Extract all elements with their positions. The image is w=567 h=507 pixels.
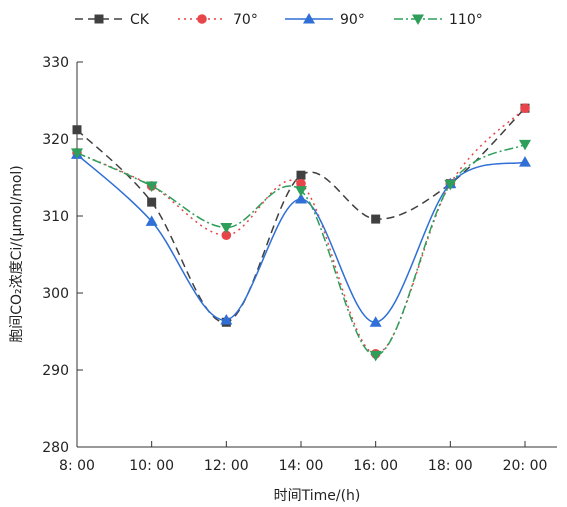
legend-item-70: 70° bbox=[178, 12, 258, 28]
y-tick-label: 280 bbox=[42, 440, 69, 456]
data-point-ck bbox=[72, 125, 82, 135]
x-axis-title: 时间Time/(h) bbox=[274, 488, 361, 504]
series-layer bbox=[71, 103, 531, 362]
legend-item-ck: CK bbox=[75, 12, 150, 28]
legend-label-ck: CK bbox=[130, 12, 150, 28]
x-tick-label: 20: 00 bbox=[503, 458, 548, 474]
series-110 bbox=[71, 139, 531, 362]
y-tick-label: 330 bbox=[42, 55, 69, 71]
series-90 bbox=[71, 148, 531, 327]
data-point-110 bbox=[444, 179, 457, 191]
legend-label-70: 70° bbox=[233, 12, 258, 28]
data-point-ck bbox=[296, 170, 306, 180]
series-line-110 bbox=[76, 143, 526, 357]
x-tick-label: 18: 00 bbox=[428, 458, 473, 474]
data-point-90 bbox=[295, 193, 307, 204]
y-axis-title: 胞间CO₂浓度Ci/(μmol/mol) bbox=[9, 165, 25, 343]
y-ticks: 280 290 300 310 320 330 bbox=[42, 55, 83, 456]
x-tick-label: 14: 00 bbox=[279, 458, 324, 474]
series-line-ck bbox=[76, 107, 526, 324]
legend-marker-70 bbox=[197, 14, 207, 24]
data-point-70 bbox=[520, 103, 530, 113]
data-point-90 bbox=[369, 316, 382, 327]
legend: CK 70° 90° 110° bbox=[75, 12, 483, 28]
y-tick-label: 300 bbox=[42, 286, 69, 302]
y-tick-label: 320 bbox=[42, 132, 69, 148]
legend-marker-ck bbox=[94, 14, 104, 24]
legend-label-90: 90° bbox=[340, 12, 365, 28]
data-point-110 bbox=[295, 186, 307, 197]
data-point-70 bbox=[296, 178, 306, 189]
data-point-110 bbox=[519, 139, 531, 151]
legend-item-90: 90° bbox=[285, 12, 365, 28]
x-tick-label: 8: 00 bbox=[59, 458, 95, 474]
data-point-70 bbox=[221, 230, 232, 241]
data-point-110 bbox=[145, 181, 158, 192]
data-point-110 bbox=[369, 350, 382, 362]
series-ck bbox=[72, 103, 530, 327]
x-ticks: 8: 00 10: 00 12: 00 14: 00 16: 00 18: 00 20: 0… bbox=[59, 441, 547, 474]
series-70 bbox=[72, 103, 530, 359]
data-point-90 bbox=[220, 313, 233, 325]
series-line-70 bbox=[76, 107, 526, 355]
data-point-110 bbox=[220, 223, 233, 234]
y-tick-label: 310 bbox=[42, 209, 69, 225]
data-point-90 bbox=[519, 156, 531, 167]
data-point-ck bbox=[147, 197, 157, 207]
x-tick-label: 10: 00 bbox=[129, 458, 174, 474]
y-tick-label: 290 bbox=[42, 363, 69, 379]
legend-label-110: 110° bbox=[449, 12, 483, 28]
data-point-90 bbox=[145, 215, 158, 226]
x-tick-label: 12: 00 bbox=[204, 458, 249, 474]
legend-marker-110 bbox=[412, 14, 424, 25]
x-tick-label: 16: 00 bbox=[353, 458, 398, 474]
data-point-ck bbox=[371, 214, 381, 224]
data-point-110 bbox=[71, 148, 83, 159]
legend-item-110: 110° bbox=[394, 12, 483, 28]
legend-marker-90 bbox=[303, 13, 315, 24]
